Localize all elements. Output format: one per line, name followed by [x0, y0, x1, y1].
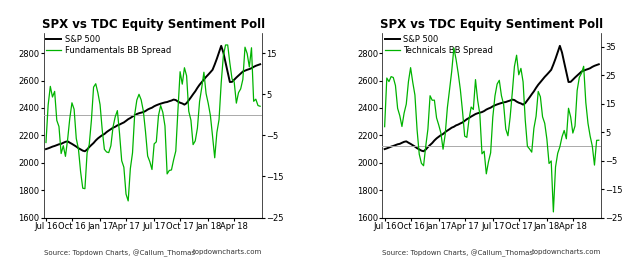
- Text: topdowncharts.com: topdowncharts.com: [193, 249, 262, 255]
- Title: SPX vs TDC Equity Sentiment Poll: SPX vs TDC Equity Sentiment Poll: [380, 18, 603, 32]
- Text: Source: Topdown Charts, @Callum_Thomas: Source: Topdown Charts, @Callum_Thomas: [44, 249, 195, 256]
- Legend: S&P 500, Fundamentals BB Spread: S&P 500, Fundamentals BB Spread: [46, 35, 171, 55]
- Legend: S&P 500, Technicals BB Spread: S&P 500, Technicals BB Spread: [385, 35, 493, 55]
- Text: Source: Topdown Charts, @Callum_Thomas: Source: Topdown Charts, @Callum_Thomas: [382, 249, 533, 256]
- Title: SPX vs TDC Equity Sentiment Poll: SPX vs TDC Equity Sentiment Poll: [41, 18, 265, 32]
- Text: topdowncharts.com: topdowncharts.com: [531, 249, 601, 255]
